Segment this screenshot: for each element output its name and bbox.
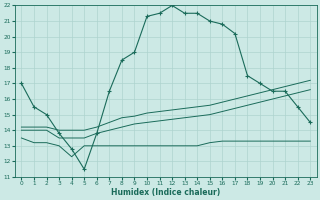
X-axis label: Humidex (Indice chaleur): Humidex (Indice chaleur) (111, 188, 220, 197)
